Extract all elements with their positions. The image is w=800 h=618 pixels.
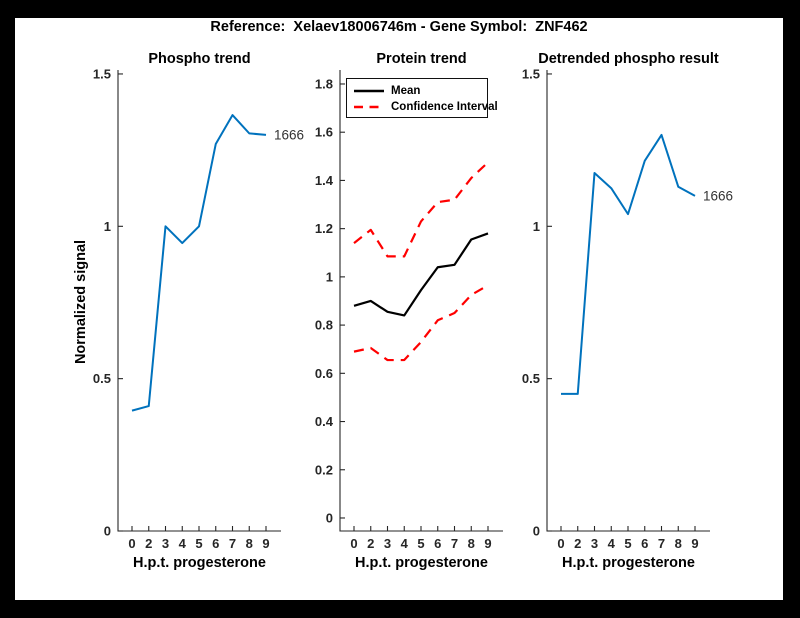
- x-tick-label: 8: [675, 536, 682, 551]
- y-tick-label: 0: [326, 510, 333, 525]
- subplot-title-detrended: Detrended phospho result: [538, 51, 719, 67]
- subplot-protein-trend: 00.20.40.60.811.21.41.61.80 2 3 4 5 6 7 8 9: [315, 70, 503, 551]
- x-tick-label: 0: [128, 536, 135, 551]
- series-end-label: 1666: [274, 127, 304, 142]
- legend-mean-line-icon: [354, 89, 384, 93]
- x-tick-label: 0: [557, 536, 564, 551]
- x-tick-label: 4: [401, 536, 409, 551]
- x-tick-label: 5: [624, 536, 631, 551]
- legend-label-mean: Mean: [391, 85, 421, 97]
- axis-spines: [339, 70, 503, 532]
- y-tick-label: 1.5: [93, 66, 111, 81]
- legend-box: Mean Confidence Interval: [346, 78, 498, 118]
- axis-spines: [117, 70, 281, 532]
- x-tick-label: 6: [434, 536, 441, 551]
- x-tick-label: 2: [574, 536, 581, 551]
- x-axis-label-2: H.p.t. progesterone: [355, 555, 488, 571]
- figure-window: Reference: Xelaev18006746m - Gene Symbol…: [15, 18, 783, 600]
- x-tick-label: 9: [262, 536, 269, 551]
- series-end-label: 1666: [703, 188, 733, 203]
- y-tick-label: 1: [533, 219, 540, 234]
- subplot-title-phospho: Phospho trend: [148, 51, 251, 67]
- y-tick-label: 1.6: [315, 125, 333, 140]
- series-phospho-signal: [131, 114, 267, 412]
- x-tick-label: 7: [658, 536, 665, 551]
- x-axis-label-3: H.p.t. progesterone: [562, 555, 695, 571]
- y-tick-label: 0.2: [315, 462, 333, 477]
- y-tick-label: 0.4: [315, 414, 334, 429]
- x-tick-label: 4: [608, 536, 616, 551]
- x-tick-label: 5: [195, 536, 202, 551]
- figure-title: Reference: Xelaev18006746m - Gene Symbol…: [210, 19, 588, 35]
- x-tick-label: 2: [367, 536, 374, 551]
- legend-ci-dashed-line-icon: [354, 105, 384, 109]
- legend-entry-confidence-interval: Confidence Interval: [354, 99, 498, 115]
- y-tick-label: 1.8: [315, 76, 333, 91]
- x-tick-label: 9: [484, 536, 491, 551]
- x-axis-label-1: H.p.t. progesterone: [133, 555, 266, 571]
- x-tick-label: 6: [641, 536, 648, 551]
- x-tick-label: 2: [145, 536, 152, 551]
- y-tick-label: 0.5: [522, 371, 540, 386]
- x-tick-label: 0: [350, 536, 357, 551]
- subplot-title-protein: Protein trend: [376, 51, 467, 67]
- series-detrended-signal: [561, 133, 696, 395]
- x-tick-label: 9: [691, 536, 698, 551]
- series-ci-lower: [353, 284, 489, 362]
- x-tick-label: 7: [229, 536, 236, 551]
- y-tick-label: 0: [104, 524, 111, 539]
- x-tick-label: 8: [468, 536, 475, 551]
- x-tick-label: 3: [591, 536, 598, 551]
- x-tick-label: 3: [384, 536, 391, 551]
- axis-spines: [546, 70, 710, 532]
- legend-entry-mean: Mean: [354, 83, 487, 99]
- x-tick-label: 3: [162, 536, 169, 551]
- plots-canvas: 00.511.50 2 3 4 5 6 7 8 9166600.20.40.60.811.21.…: [93, 66, 733, 551]
- y-tick-label: 0: [533, 524, 540, 539]
- series-mean: [353, 232, 489, 317]
- x-tick-label: 5: [417, 536, 424, 551]
- x-tick-label: 7: [451, 536, 458, 551]
- series-ci-upper: [353, 161, 489, 258]
- y-tick-label: 1.4: [315, 173, 334, 188]
- x-tick-label: 6: [212, 536, 219, 551]
- legend-label-confidence-interval: Confidence Interval: [391, 101, 498, 113]
- y-tick-label: 0.5: [93, 371, 111, 386]
- y-tick-label: 1: [104, 219, 111, 234]
- y-tick-label: 1.2: [315, 221, 333, 236]
- y-tick-label: 1: [326, 269, 333, 284]
- y-tick-label: 1.5: [522, 66, 540, 81]
- y-tick-label: 0.6: [315, 366, 333, 381]
- y-tick-label: 0.8: [315, 318, 333, 333]
- x-tick-label: 4: [179, 536, 187, 551]
- x-tick-label: 8: [246, 536, 253, 551]
